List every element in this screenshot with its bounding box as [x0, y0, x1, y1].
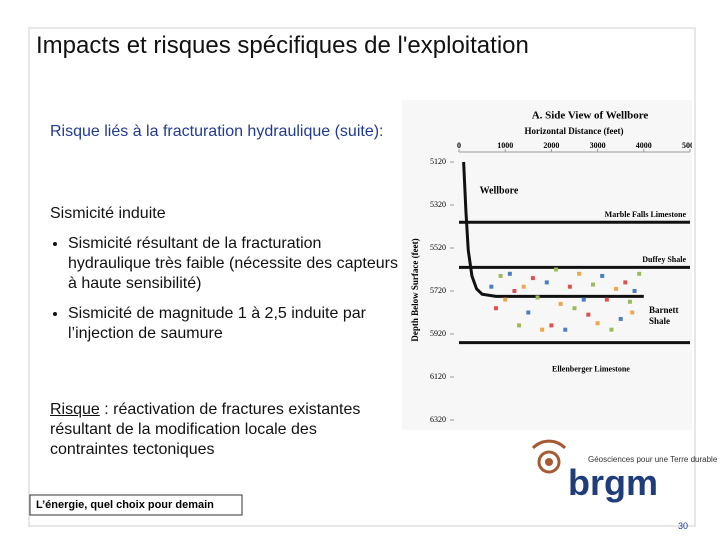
logo-icon — [531, 439, 567, 450]
x-tick-label: 1000 — [497, 141, 513, 150]
event-point — [627, 299, 632, 304]
event-point — [618, 316, 623, 321]
horizon-label: Marble Falls Limestone — [605, 210, 687, 219]
x-tick-label: 3000 — [590, 141, 606, 150]
event-point — [590, 282, 595, 287]
zone-label: Barnett — [649, 305, 679, 315]
event-point — [530, 276, 535, 281]
y-tick-label: 5320 — [430, 200, 446, 209]
y-tick-label: 5120 — [430, 157, 446, 166]
x-tick-label: 4000 — [636, 141, 652, 150]
event-point — [623, 280, 628, 285]
event-point — [581, 297, 586, 302]
event-point — [609, 327, 614, 332]
zone-label: Shale — [649, 316, 670, 326]
event-point — [614, 286, 619, 291]
event-point — [521, 284, 526, 289]
event-point — [549, 323, 554, 328]
event-point — [567, 284, 572, 289]
event-point — [503, 297, 508, 302]
event-point — [586, 312, 591, 317]
event-point — [600, 273, 605, 278]
footer-box — [29, 494, 243, 516]
title: Impacts et risques spécifiques de l'expl… — [36, 32, 529, 59]
section: Sismicité induite — [50, 205, 166, 222]
logo-name: brgm — [568, 462, 658, 503]
event-point — [526, 310, 531, 315]
x-tick-label: 2000 — [543, 141, 559, 150]
event-point — [577, 271, 582, 276]
bullet-list: Sismicité résultant de la fracturation h… — [50, 234, 400, 344]
y-tick-label: 5920 — [430, 329, 446, 338]
event-point — [572, 306, 577, 311]
frame — [28, 27, 696, 527]
wellbore-line — [462, 161, 644, 298]
risk-text: : réactivation de fractures existantes r… — [50, 401, 361, 458]
event-point — [595, 321, 600, 326]
y-tick-label: 5720 — [430, 286, 446, 295]
subtitle: Risque liés à la fracturation hydrauliqu… — [50, 123, 384, 140]
event-point — [489, 284, 494, 289]
logo-tagline: Géosciences pour une Terre durable — [588, 455, 718, 464]
series-label: Wellbore — [480, 186, 519, 197]
bullet: Sismicité de magnitude 1 à 2,5 induite p… — [68, 304, 400, 344]
event-point — [517, 323, 522, 328]
footer-tagline: L’énergie, quel choix pour demain — [36, 499, 214, 511]
risk: Risque : réactivation de fractures exist… — [50, 400, 390, 460]
logo-icon — [545, 458, 553, 466]
y-tick-label: 5520 — [430, 243, 446, 252]
x-tick-label: 0 — [457, 141, 461, 150]
risk-label: Risque — [50, 401, 100, 418]
event-point — [507, 271, 512, 276]
x-tick-label: 5000 — [682, 141, 692, 150]
page-number: 30 — [678, 521, 689, 531]
y-tick-label: 6320 — [430, 415, 446, 424]
bullet: Sismicité résultant de la fracturation h… — [68, 234, 400, 294]
event-point — [637, 271, 642, 276]
event-point — [498, 273, 503, 278]
x-axis-label: Horizontal Distance (feet) — [525, 126, 624, 136]
y-tick-label: 6120 — [430, 372, 446, 381]
event-point — [544, 280, 549, 285]
chart: A. Side View of Wellbore Horizontal Dista… — [402, 100, 692, 430]
event-point — [563, 327, 568, 332]
event-point — [632, 289, 637, 293]
event-point — [493, 306, 498, 311]
event-point — [540, 327, 545, 332]
event-point — [535, 295, 540, 300]
horizon-label: Ellenberger Limestone — [552, 364, 630, 373]
logo-icon — [537, 450, 561, 474]
plot-bg — [402, 100, 692, 430]
event-point — [558, 301, 563, 306]
event-point — [554, 267, 559, 272]
event-point — [630, 310, 635, 315]
event-point — [604, 297, 609, 302]
event-point — [512, 289, 517, 293]
horizon-label: Duffey Shale — [642, 255, 686, 264]
chart-title: A. Side View of Wellbore — [532, 110, 649, 122]
y-axis-label: Depth Below Surface (feet) — [410, 238, 420, 341]
